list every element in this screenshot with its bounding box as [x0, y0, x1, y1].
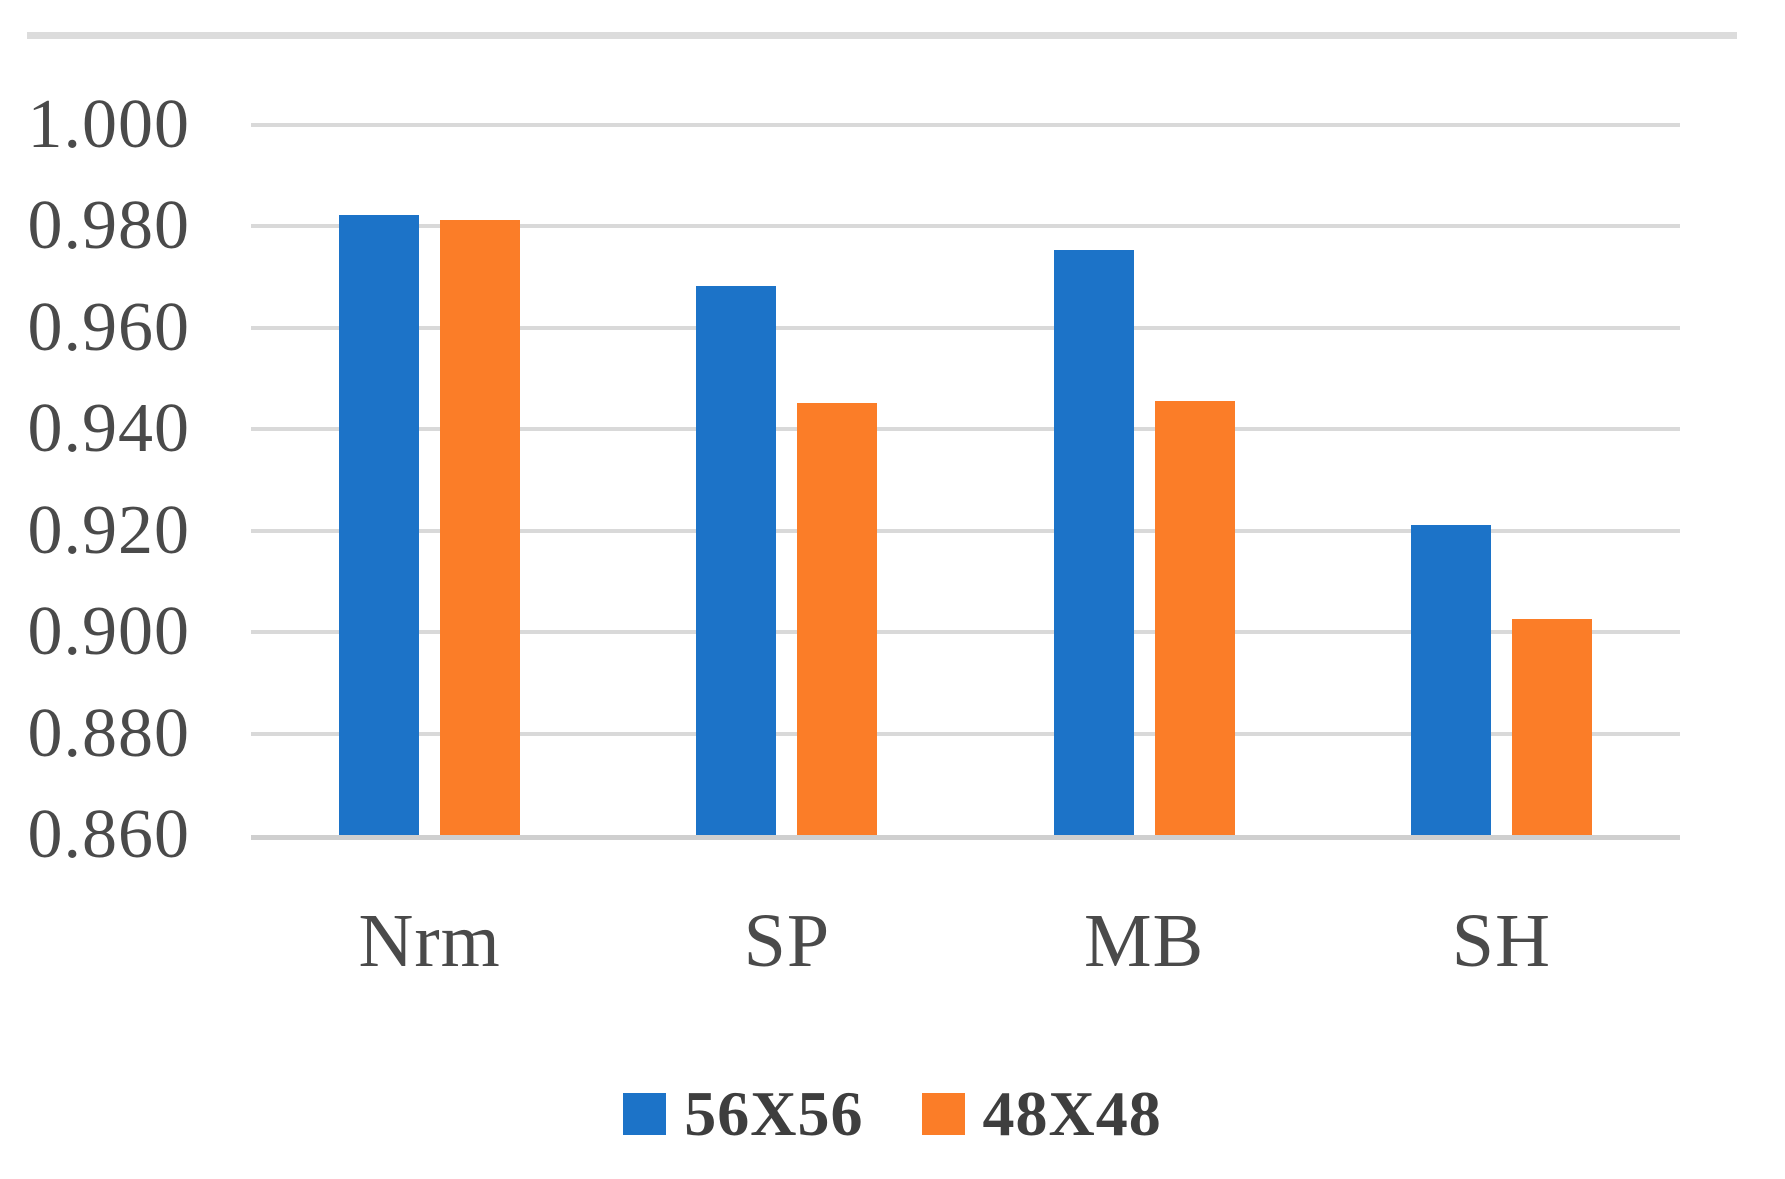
x-category-label-nrm: Nrm: [358, 899, 501, 983]
x-axis-baseline: [251, 835, 1680, 840]
bar-48x48-sp: [797, 402, 878, 835]
bar-48x48-mb: [1154, 400, 1235, 835]
x-category-label-sh: SH: [1451, 899, 1551, 983]
y-tick-label: 0.900: [27, 593, 190, 671]
legend: 56X56 48X48: [0, 1082, 1785, 1146]
legend-swatch-56x56: [623, 1093, 667, 1135]
bar-56x56-mb: [1053, 250, 1134, 835]
legend-label-48x48: 48X48: [982, 1078, 1162, 1149]
gridline: [251, 123, 1680, 127]
legend-label-56x56: 56X56: [684, 1078, 864, 1149]
gridline: [251, 528, 1680, 533]
legend-item-56x56: 56X56: [623, 1082, 863, 1146]
y-tick-label: 0.980: [27, 187, 190, 265]
gridline: [251, 427, 1680, 432]
y-tick-label: 0.920: [27, 491, 190, 569]
legend-item-48x48: 48X48: [921, 1078, 1162, 1149]
y-tick-label: 0.880: [27, 694, 190, 772]
gridline: [251, 224, 1680, 229]
gridline: [251, 731, 1680, 736]
bar-48x48-sh: [1511, 619, 1592, 835]
chart-top-border: [27, 32, 1737, 39]
bar-56x56-sp: [696, 286, 777, 835]
x-axis-labels: Nrm SP MB SH: [251, 898, 1680, 983]
bar-48x48-nrm: [440, 219, 521, 835]
x-category-label-mb: MB: [1083, 899, 1205, 983]
gridline: [251, 630, 1680, 635]
y-tick-label: 0.960: [27, 288, 190, 366]
y-tick-label: 0.860: [27, 796, 190, 873]
y-tick-label: 1.000: [27, 86, 190, 163]
bar-56x56-nrm: [339, 214, 420, 835]
plot-area: [251, 123, 1680, 840]
y-tick-label: 0.940: [27, 390, 190, 468]
gridline: [251, 325, 1680, 330]
x-category-label-sp: SP: [743, 899, 831, 983]
legend-swatch-48x48: [921, 1093, 965, 1135]
bar-56x56-sh: [1410, 525, 1491, 835]
